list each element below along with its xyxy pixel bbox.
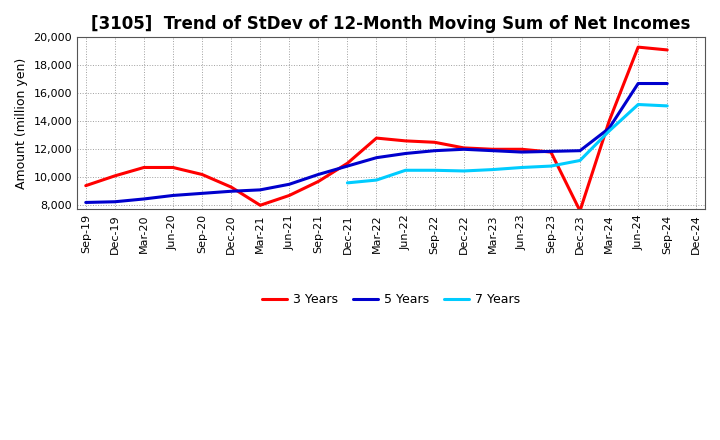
Line: 7 Years: 7 Years xyxy=(348,105,667,183)
5 Years xyxy=(459,147,468,152)
3 Years xyxy=(431,139,439,145)
7 Years xyxy=(663,103,672,109)
5 Years xyxy=(256,187,264,193)
3 Years xyxy=(663,47,672,52)
5 Years xyxy=(401,151,410,156)
3 Years xyxy=(140,165,148,170)
7 Years xyxy=(431,168,439,173)
5 Years xyxy=(343,163,352,169)
3 Years xyxy=(459,145,468,150)
3 Years xyxy=(314,179,323,184)
Line: 3 Years: 3 Years xyxy=(86,47,667,211)
7 Years xyxy=(372,177,381,183)
7 Years xyxy=(576,158,585,163)
3 Years xyxy=(256,202,264,208)
Y-axis label: Amount (million yen): Amount (million yen) xyxy=(15,58,28,189)
7 Years xyxy=(605,128,613,134)
5 Years xyxy=(372,155,381,160)
5 Years xyxy=(285,182,294,187)
5 Years xyxy=(518,150,526,155)
5 Years xyxy=(431,148,439,153)
3 Years xyxy=(343,161,352,166)
3 Years xyxy=(227,184,235,190)
7 Years xyxy=(546,163,555,169)
5 Years xyxy=(546,149,555,154)
7 Years xyxy=(401,168,410,173)
7 Years xyxy=(634,102,642,107)
3 Years xyxy=(518,147,526,152)
Title: [3105]  Trend of StDev of 12-Month Moving Sum of Net Incomes: [3105] Trend of StDev of 12-Month Moving… xyxy=(91,15,690,33)
3 Years xyxy=(546,150,555,155)
3 Years xyxy=(401,138,410,143)
3 Years xyxy=(372,136,381,141)
3 Years xyxy=(168,165,177,170)
5 Years xyxy=(198,191,207,196)
5 Years xyxy=(605,126,613,131)
3 Years xyxy=(81,183,90,188)
5 Years xyxy=(81,200,90,205)
5 Years xyxy=(168,193,177,198)
5 Years xyxy=(488,148,497,153)
3 Years xyxy=(605,119,613,124)
3 Years xyxy=(488,147,497,152)
5 Years xyxy=(314,172,323,177)
5 Years xyxy=(663,81,672,86)
3 Years xyxy=(285,193,294,198)
7 Years xyxy=(343,180,352,186)
5 Years xyxy=(576,148,585,153)
3 Years xyxy=(576,208,585,213)
3 Years xyxy=(110,173,119,179)
5 Years xyxy=(634,81,642,86)
3 Years xyxy=(198,172,207,177)
Line: 5 Years: 5 Years xyxy=(86,84,667,202)
Legend: 3 Years, 5 Years, 7 Years: 3 Years, 5 Years, 7 Years xyxy=(256,288,526,311)
7 Years xyxy=(518,165,526,170)
7 Years xyxy=(459,169,468,174)
5 Years xyxy=(140,196,148,202)
3 Years xyxy=(634,44,642,50)
5 Years xyxy=(227,189,235,194)
5 Years xyxy=(110,199,119,205)
7 Years xyxy=(488,167,497,172)
